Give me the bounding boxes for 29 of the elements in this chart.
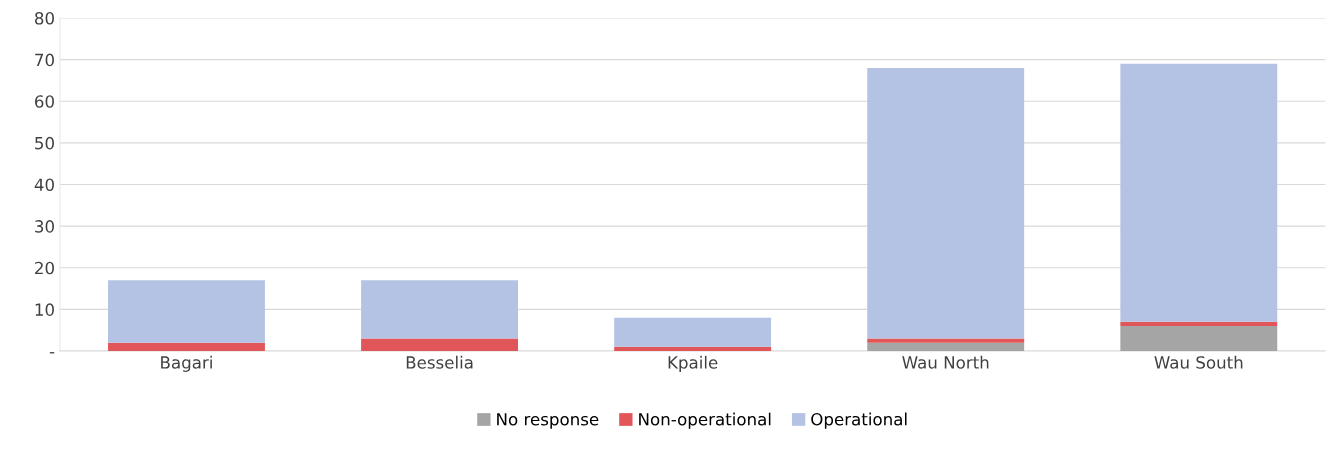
bar bbox=[361, 280, 519, 339]
y-tick-label: 10 bbox=[35, 303, 54, 316]
bar bbox=[614, 346, 772, 351]
y-tick-label: 70 bbox=[35, 53, 54, 67]
legend-label: Non-operational bbox=[639, 412, 771, 429]
bar bbox=[614, 317, 772, 347]
y-tick-label: 60 bbox=[35, 95, 54, 108]
bar bbox=[361, 338, 519, 351]
bar bbox=[1120, 326, 1278, 351]
x-tick-label: Wau South bbox=[1154, 355, 1243, 369]
x-tick-label: Kpaile bbox=[668, 355, 718, 372]
bar bbox=[867, 67, 1025, 339]
y-tick-label: - bbox=[49, 352, 55, 354]
legend-label: No response bbox=[497, 413, 599, 429]
x-tick-label: Wau North bbox=[902, 355, 989, 369]
bar bbox=[867, 338, 1025, 343]
y-tick-label: 20 bbox=[35, 261, 54, 275]
bar bbox=[108, 342, 265, 351]
y-tick-label: 30 bbox=[35, 220, 54, 233]
bar bbox=[867, 342, 1025, 351]
bar bbox=[1120, 321, 1278, 327]
bar bbox=[108, 280, 265, 343]
y-tick-label: 80 bbox=[35, 11, 54, 25]
y-tick-label: 50 bbox=[35, 136, 54, 150]
bar bbox=[1120, 63, 1278, 322]
y-tick-label: 40 bbox=[34, 178, 54, 192]
legend-label: Operational bbox=[811, 412, 907, 429]
x-tick-label: Besselia bbox=[406, 355, 473, 369]
x-tick-label: Bagari bbox=[161, 355, 212, 372]
